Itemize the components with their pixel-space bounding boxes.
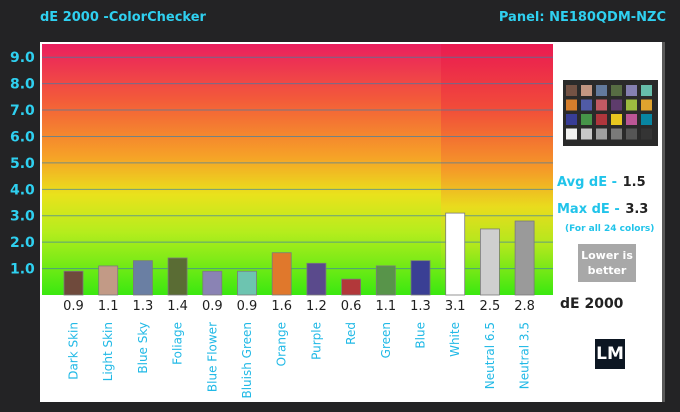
y-tick-label: 4.0	[10, 182, 35, 198]
bar	[202, 270, 223, 296]
max-de-value: 3.3	[625, 202, 649, 217]
bar	[479, 228, 500, 296]
colorchecker-swatches	[566, 85, 652, 140]
y-tick-label: 7.0	[10, 103, 35, 119]
chart-title: dE 2000 -ColorChecker	[40, 10, 206, 25]
swatch	[566, 114, 577, 125]
swatch	[581, 85, 592, 96]
value-label: 1.1	[98, 299, 119, 314]
bars	[63, 212, 535, 296]
swatch	[626, 99, 637, 111]
value-label: 1.1	[375, 299, 396, 314]
bar	[514, 220, 535, 296]
swatch	[596, 85, 607, 96]
bar	[341, 278, 362, 296]
swatch	[581, 114, 592, 125]
value-label: 0.9	[63, 299, 84, 314]
category-label: Foliage	[171, 322, 185, 365]
value-label: 0.9	[202, 299, 223, 314]
value-label: 1.2	[306, 299, 327, 314]
bar	[410, 260, 431, 296]
lower-line-1: Lower is	[581, 249, 633, 262]
swatch	[611, 114, 622, 125]
bar	[167, 257, 188, 296]
swatch	[566, 128, 577, 140]
lower-line-2: better	[587, 264, 627, 277]
category-label: Light Skin	[101, 322, 115, 381]
swatch	[626, 114, 637, 125]
panel-label: Panel: NE180QDM-NZC	[498, 10, 666, 25]
max-de: Max dE - 3.3	[557, 198, 648, 217]
category-label: Neutral 3.5	[518, 322, 532, 389]
y-axis-ticks: 1.0 2.0 3.0 4.0 5.0 6.0 7.0 8.0 9.0	[10, 50, 35, 277]
swatch	[581, 128, 592, 140]
lm-logo: LM	[595, 339, 625, 369]
y-tick-label: 1.0	[10, 262, 35, 278]
category-label: Blue	[414, 322, 428, 349]
swatch	[596, 114, 607, 125]
bar	[445, 212, 466, 296]
category-label: Bluish Green	[240, 322, 254, 399]
swatch	[611, 99, 622, 111]
max-de-label: Max dE -	[557, 202, 620, 217]
swatch	[641, 85, 652, 96]
category-label: Dark Skin	[67, 322, 81, 380]
y-tick-label: 6.0	[10, 129, 35, 145]
y-tick-label: 8.0	[10, 77, 35, 93]
swatch	[626, 128, 637, 140]
plot-area-gradient	[42, 44, 442, 295]
value-label: 2.5	[480, 299, 501, 314]
value-label: 1.4	[167, 299, 188, 314]
category-label: Green	[379, 322, 393, 358]
swatch	[611, 128, 622, 140]
category-labels: Dark Skin Light Skin Blue Sky Foliage Blue F…	[67, 322, 532, 399]
value-label: 1.3	[133, 299, 154, 314]
swatch	[566, 85, 577, 96]
bar	[98, 265, 119, 296]
y-tick-label: 3.0	[10, 209, 35, 225]
swatch	[641, 99, 652, 111]
frame-right-edge	[662, 42, 665, 402]
value-label: 0.6	[341, 299, 362, 314]
bar	[132, 260, 153, 296]
value-label: 1.6	[271, 299, 292, 314]
category-label: Red	[344, 322, 358, 345]
unit-label: dE 2000	[560, 296, 624, 312]
grid-lines	[42, 56, 553, 270]
swatch	[611, 85, 622, 96]
value-labels: 0.9 1.1 1.3 1.4 0.9 0.9 1.6 1.2 0.6 1.1 1.3 3.1 2.5 2…	[63, 299, 535, 314]
category-label: Orange	[275, 322, 289, 366]
category-label: Purple	[309, 322, 323, 360]
value-label: 3.1	[445, 299, 466, 314]
bar	[271, 252, 292, 296]
swatch	[596, 128, 607, 140]
category-label: Blue Flower	[205, 322, 219, 392]
y-tick-label: 9.0	[10, 50, 35, 66]
value-label: 1.3	[410, 299, 431, 314]
bar	[63, 270, 84, 296]
swatch	[596, 99, 607, 111]
swatch	[566, 99, 577, 111]
swatch	[641, 128, 652, 140]
colors-note: (For all 24 colors)	[565, 224, 655, 234]
swatch	[626, 85, 637, 96]
bar	[306, 262, 327, 296]
avg-de-value: 1.5	[622, 175, 646, 190]
y-tick-label: 5.0	[10, 156, 35, 172]
category-label: Blue Sky	[136, 322, 150, 374]
category-label: Neutral 6.5	[483, 322, 497, 389]
avg-de-label: Avg dE -	[557, 175, 618, 190]
value-label: 2.8	[514, 299, 535, 314]
swatch	[581, 99, 592, 111]
value-label: 0.9	[237, 299, 258, 314]
swatch	[641, 114, 652, 125]
bar	[237, 270, 257, 296]
y-tick-label: 2.0	[10, 235, 35, 251]
lower-is-better-badge: Lower is better	[578, 244, 636, 282]
bar	[375, 265, 396, 296]
category-label: White	[448, 322, 462, 357]
avg-de: Avg dE - 1.5	[557, 171, 646, 190]
